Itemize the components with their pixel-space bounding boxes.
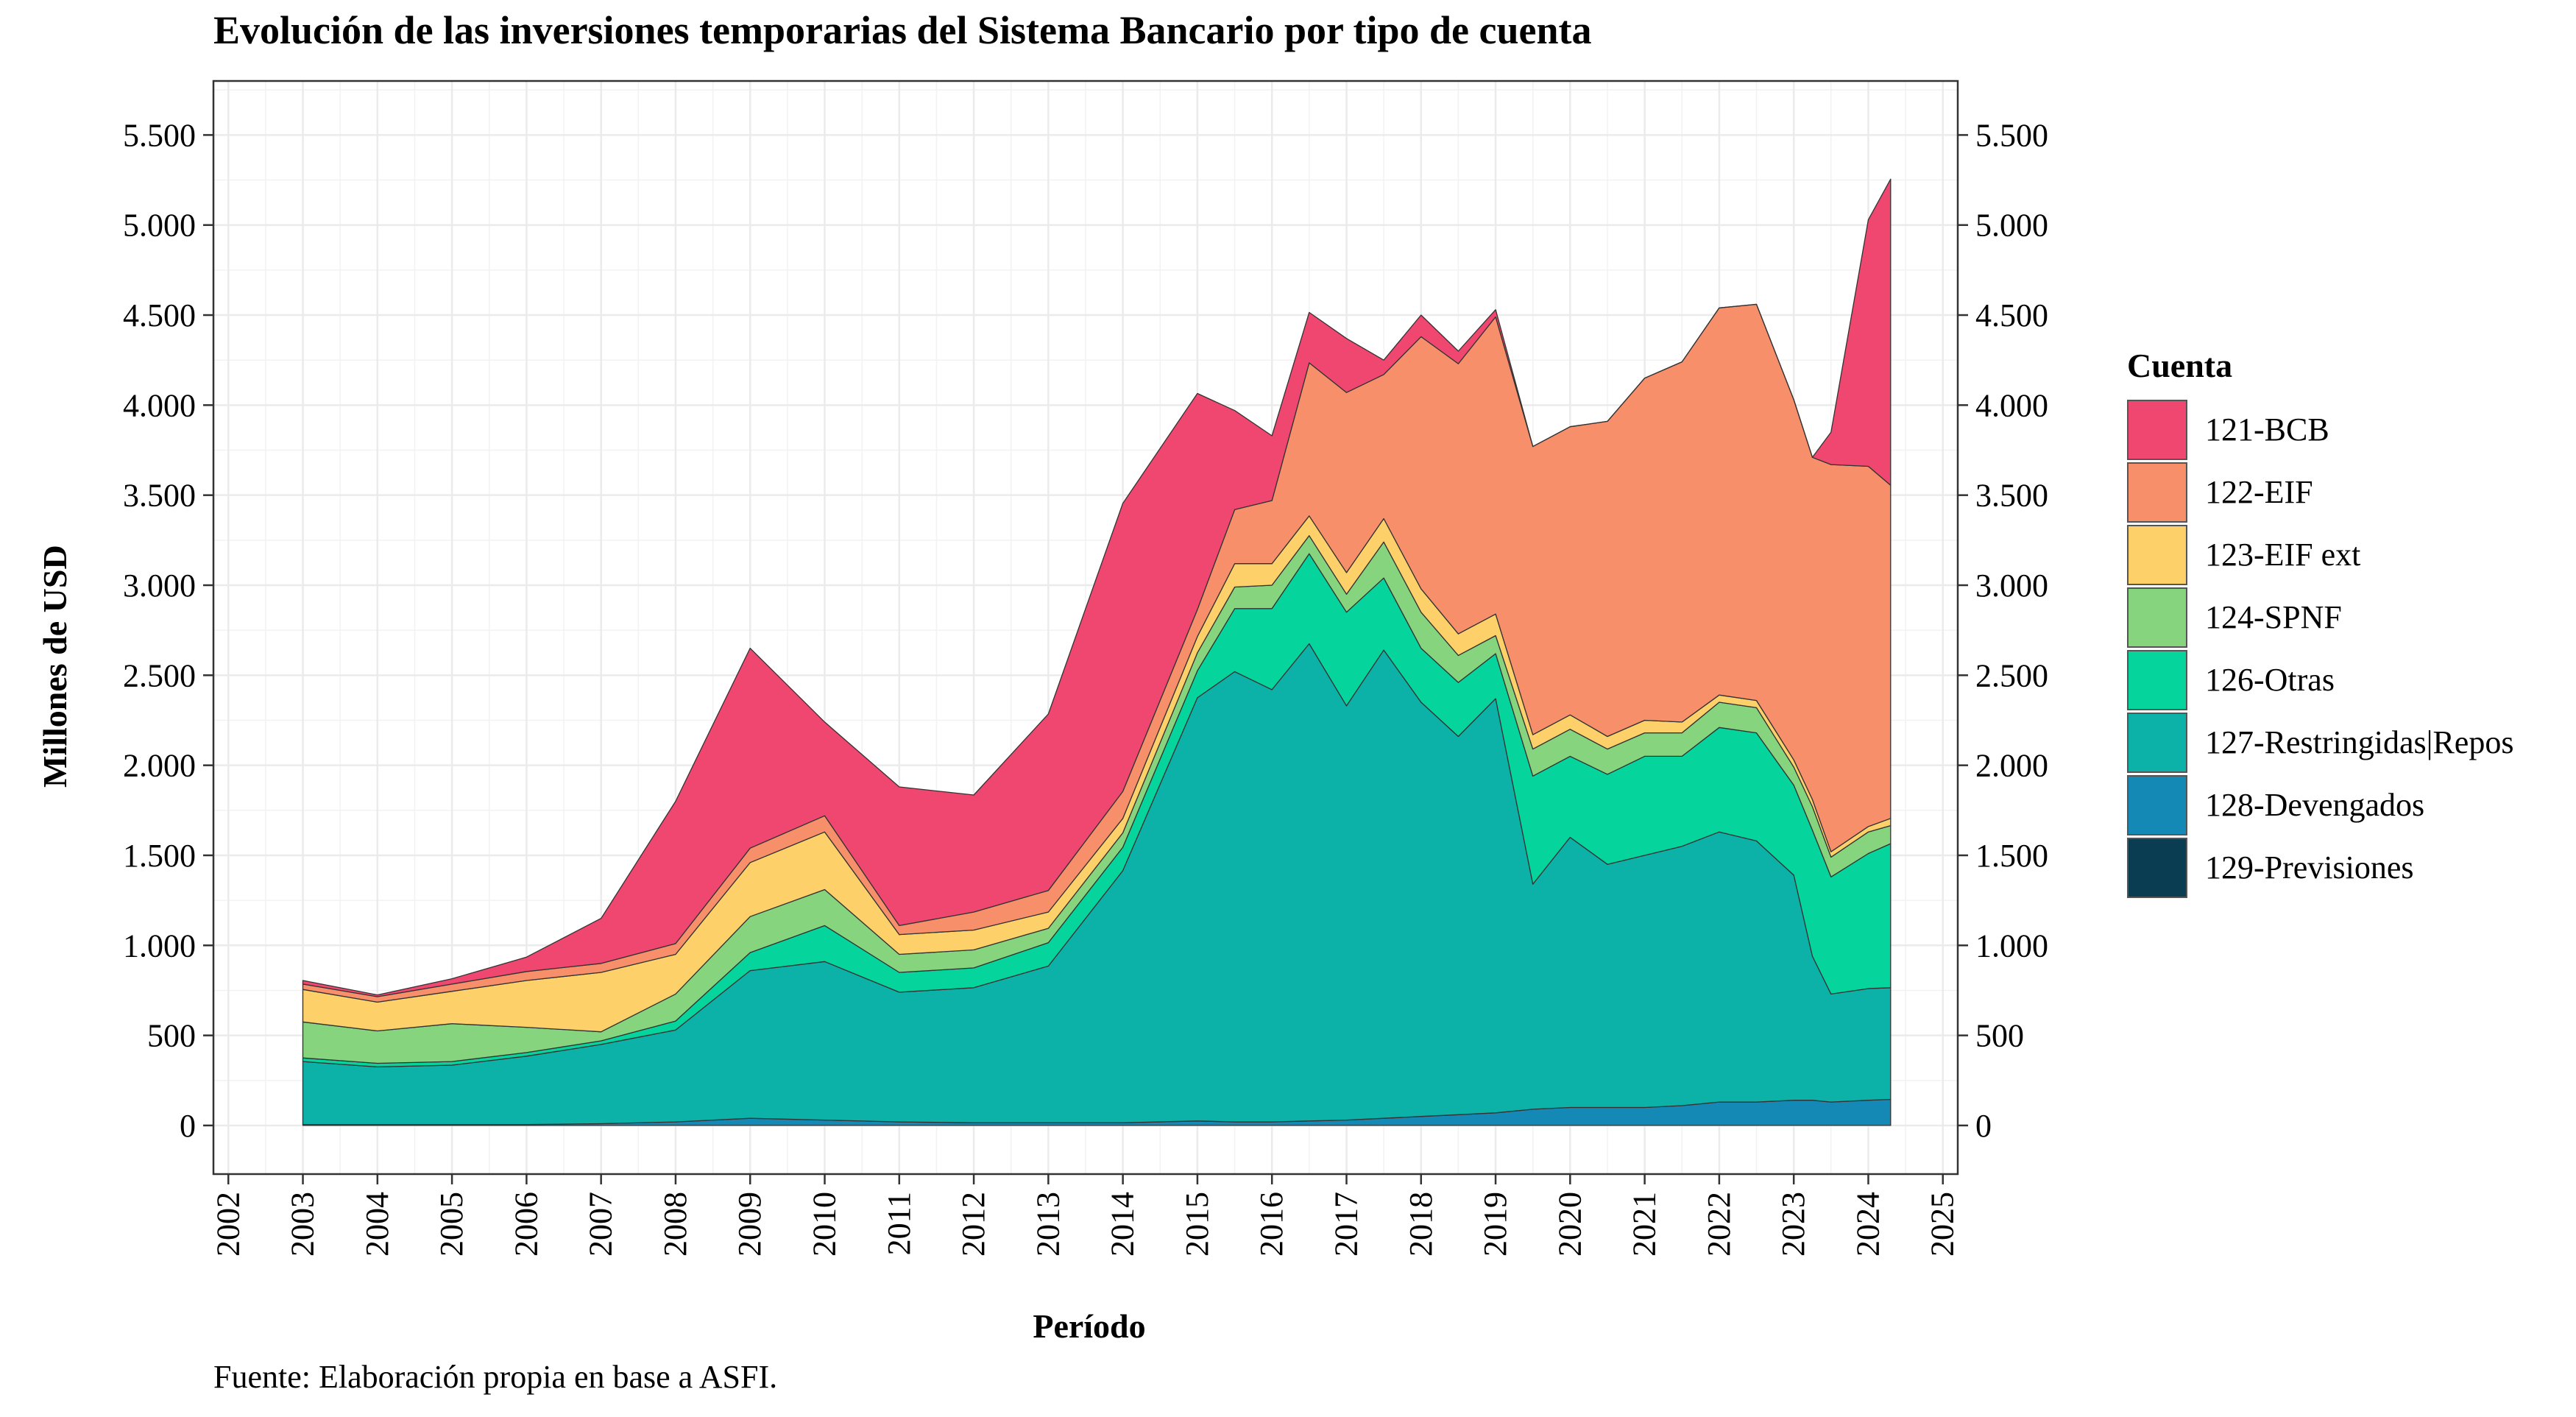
legend-item-129-previsiones: 129-Previsiones <box>2127 836 2513 899</box>
x-tick-label: 2008 <box>657 1192 693 1257</box>
y-tick-label-right: 5.000 <box>1975 208 2048 244</box>
y-tick-label: 500 <box>147 1018 196 1054</box>
y-tick-label-right: 1.000 <box>1975 927 2048 964</box>
y-tick-label-right: 1.500 <box>1975 838 2048 874</box>
legend-item-122-eif: 122-EIF <box>2127 461 2513 523</box>
legend-item-126-otras: 126-Otras <box>2127 649 2513 711</box>
area-121-bcb <box>302 178 1892 997</box>
x-tick-label: 2022 <box>1701 1192 1737 1257</box>
legend-item-127-restringidas-repos: 127-Restringidas|Repos <box>2127 711 2513 774</box>
legend-label: 127-Restringidas|Repos <box>2205 724 2514 760</box>
legend-key <box>2127 712 2187 773</box>
y-tick-label: 2.500 <box>123 657 196 693</box>
legend-label: 129-Previsiones <box>2205 849 2414 886</box>
legend-item-128-devengados: 128-Devengados <box>2127 774 2513 836</box>
legend-key <box>2127 524 2187 585</box>
y-tick-label-right: 5.500 <box>1975 117 2048 153</box>
chart-caption: Fuente: Elaboración propia en base a ASF… <box>213 1359 778 1395</box>
legend-label: 121-BCB <box>2205 411 2329 448</box>
legend-label: 128-Devengados <box>2205 787 2425 823</box>
panel-border <box>212 79 1959 1176</box>
legend-key <box>2127 774 2187 835</box>
y-tick-label: 2.000 <box>123 748 196 784</box>
x-tick-label: 2025 <box>1925 1192 1961 1257</box>
y-tick-label-right: 4.000 <box>1975 387 2048 423</box>
x-tick-label: 2012 <box>955 1192 991 1257</box>
x-tick-label: 2020 <box>1551 1192 1588 1257</box>
y-tick-label-right: 4.500 <box>1975 297 2048 333</box>
chart-title: Evolución de las inversiones temporarias… <box>213 8 1592 52</box>
x-tick-label: 2024 <box>1850 1192 1886 1257</box>
legend-label: 123-EIF ext <box>2205 537 2361 573</box>
y-axis-left: 0 500 1.000 1.500 2.000 2.500 3.000 3.500 4.000 4… <box>123 117 213 1144</box>
legend-item-121-bcb: 121-BCB <box>2127 398 2513 461</box>
y-tick-label-right: 2.500 <box>1975 657 2048 693</box>
y-tick-label: 4.000 <box>123 387 196 423</box>
legend-key <box>2127 399 2187 460</box>
legend-key <box>2127 587 2187 648</box>
x-tick-label: 2011 <box>881 1192 917 1255</box>
y-tick-label-right: 500 <box>1975 1018 2024 1054</box>
y-tick-label: 0 <box>180 1108 196 1144</box>
x-axis-label: Período <box>1033 1307 1146 1345</box>
x-tick-label: 2003 <box>285 1192 321 1257</box>
y-tick-label-right: 3.000 <box>1975 568 2048 604</box>
legend-key <box>2127 462 2187 523</box>
y-tick-label-right: 2.000 <box>1975 748 2048 784</box>
legend-key <box>2127 649 2187 710</box>
x-tick-label: 2013 <box>1030 1192 1066 1257</box>
y-tick-label-right: 0 <box>1975 1108 1992 1144</box>
y-tick-label: 5.500 <box>123 117 196 153</box>
x-tick-label: 2005 <box>434 1192 470 1257</box>
x-tick-label: 2016 <box>1253 1192 1289 1257</box>
legend-title: Cuenta <box>2127 347 2233 384</box>
x-tick-label: 2018 <box>1403 1192 1439 1257</box>
x-tick-label: 2019 <box>1477 1192 1513 1257</box>
y-tick-label: 5.000 <box>123 208 196 244</box>
y-axis-label: Millones de USD <box>36 545 74 788</box>
legend-key <box>2127 837 2187 898</box>
legend: Cuenta 121-BCB 122-EIF 123-EIF ext 124-SPNF… <box>2127 346 2513 899</box>
stacked-areas <box>302 178 1892 1126</box>
x-tick-label: 2023 <box>1775 1192 1811 1257</box>
x-tick-label: 2021 <box>1627 1192 1663 1257</box>
legend-label: 126-Otras <box>2205 662 2335 698</box>
x-tick-label: 2006 <box>508 1192 544 1257</box>
legend-label: 122-EIF <box>2205 474 2313 510</box>
x-tick-label: 2017 <box>1328 1192 1364 1257</box>
y-tick-label: 1.500 <box>123 838 196 874</box>
x-tick-label: 2004 <box>359 1192 395 1257</box>
y-tick-label: 3.000 <box>123 568 196 604</box>
y-tick-label: 4.500 <box>123 297 196 333</box>
legend-items: 121-BCB 122-EIF 123-EIF ext 124-SPNF 126-Otr… <box>2127 398 2513 899</box>
x-tick-label: 2002 <box>210 1192 246 1257</box>
x-tick-label: 2007 <box>583 1192 619 1257</box>
y-tick-label-right: 3.500 <box>1975 478 2048 514</box>
x-tick-label: 2015 <box>1179 1192 1215 1257</box>
x-tick-label: 2014 <box>1105 1192 1141 1257</box>
legend-label: 124-SPNF <box>2205 599 2342 635</box>
y-tick-label: 3.500 <box>123 478 196 514</box>
x-tick-label: 2009 <box>732 1192 768 1257</box>
x-axis: 2002 2003 2004 2005 2006 2007 2008 2009 2010 2011… <box>210 1174 1961 1257</box>
legend-item-124-spnf: 124-SPNF <box>2127 586 2513 649</box>
x-tick-label: 2010 <box>807 1192 843 1257</box>
y-tick-label: 1.000 <box>123 927 196 964</box>
legend-item-123-eif-ext: 123-EIF ext <box>2127 523 2513 586</box>
y-axis-right: 0 500 1.000 1.500 2.000 2.500 3.000 3.500 4.000 4… <box>1958 117 2048 1144</box>
